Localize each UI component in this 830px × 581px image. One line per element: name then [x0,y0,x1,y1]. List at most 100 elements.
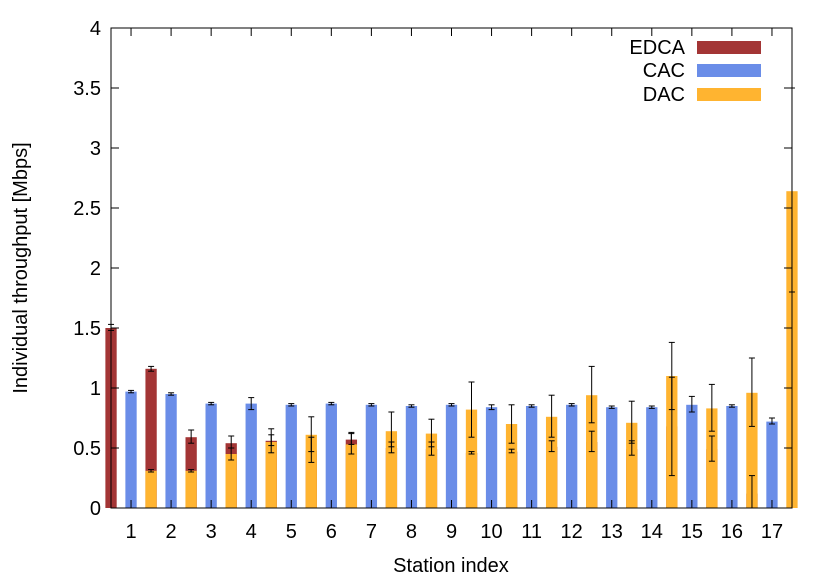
errorbar-dac-8 [428,418,435,448]
errorbar-cac-10 [488,404,495,411]
x-tick-label: 11 [521,521,542,543]
errorbar-dac-1 [148,469,155,473]
y-tick-label: 0.5 [73,438,101,460]
errorbar-cac-2 [168,392,175,396]
bar-cac-8 [405,406,418,508]
bar-cac-6 [325,403,337,508]
errorbar-cac-17 [768,417,775,425]
x-tick-label: 6 [326,521,337,543]
errorbar-dac-10 [508,404,515,444]
x-tick-label: 3 [206,521,217,543]
x-tick-label: 12 [561,521,583,543]
bar-dac-8 [425,433,438,508]
errorbar-dac-5 [308,416,315,453]
errorbar-dac-12 [588,365,595,424]
errorbar-cac-13 [608,405,615,409]
axis-ticks: 00.511.522.533.541 2 3 4 5 6 7 8 9 10 11 12 13 14 15 16… [73,18,792,543]
y-axis-title: Individual throughput [Mbps] [10,142,32,393]
bar-dac-6 [345,444,357,508]
y-tick-label: 2.5 [73,198,101,220]
legend-label-cac: CAC [643,60,685,82]
errorbar-edca-3 [188,429,195,444]
errorbar-cac-3 [208,401,215,406]
bar-cac-17 [766,421,778,508]
errorbar-edca-11 [508,448,515,454]
bar-cac-1 [125,391,137,508]
x-tick-label: 4 [246,521,257,543]
y-tick-label: 1 [90,378,101,400]
y-tick-label: 0 [90,498,101,520]
errorbar-cac-5 [288,403,295,407]
bar-cac-5 [285,404,297,508]
x-tick-label: 17 [761,521,783,543]
errorbar-dac-9 [468,381,475,438]
bar-edca-2 [145,368,157,508]
y-tick-label: 2 [90,258,101,280]
errorbar-cac-12 [568,403,575,407]
bar-dac-3 [225,454,237,508]
errorbar-dac-14 [668,341,675,411]
bar-cac-2 [165,394,177,508]
legend-swatch-edca [697,41,761,54]
errorbar-edca-16 [708,435,715,462]
legend-label-dac: DAC [643,84,685,106]
x-tick-label: 9 [446,521,457,543]
bar-dac-1 [145,470,157,508]
bars [105,191,798,508]
errorbar-cac-1 [128,389,135,394]
bar-cac-14 [646,407,658,508]
bar-dac-10 [505,424,518,508]
y-tick-label: 1.5 [73,318,101,340]
y-tick-label: 3 [90,138,101,160]
x-tick-label: 10 [480,521,502,543]
x-tick-label: 15 [681,521,703,543]
errorbar-cac-16 [728,404,735,408]
x-tick-label: 8 [406,521,417,543]
errorbar-dac-15 [708,383,715,432]
legend-swatch-cac [697,64,761,77]
errorbar-cac-15 [688,395,695,413]
y-tick-label: 4 [90,18,101,40]
errorbar-cac-4 [248,397,255,411]
bar-dac-5 [305,434,317,508]
errorbar-cac-14 [648,405,655,409]
bar-dac-4 [265,442,277,508]
bar-dac-16 [746,392,758,508]
x-tick-label: 16 [721,521,743,543]
bar-cac-12 [566,404,578,508]
x-tick-label: 14 [641,521,663,543]
errorbar-edca-13 [588,430,595,453]
bar-dac-11 [545,416,558,508]
bar-cac-10 [485,407,498,508]
errorbar-edca-10 [468,451,475,455]
errorbar-cac-6 [328,401,335,406]
bar-dac-2 [185,470,197,508]
errorbar-edca-2 [148,365,155,372]
errorbar-edca-12 [548,440,555,453]
x-tick-label: 13 [601,521,623,543]
errorbar-cac-11 [528,404,535,408]
x-axis-title: Station index [393,555,509,577]
errorbar-cac-7 [368,403,375,407]
errorbar-cac-8 [408,404,415,408]
errorbar-dac-13 [628,400,635,444]
bar-dac-13 [626,422,638,508]
x-tick-label: 7 [366,521,377,543]
bar-cac-4 [245,403,257,508]
bar-cac-3 [205,403,217,508]
bar-dac-9 [465,409,478,508]
legend-swatch-dac [697,88,761,101]
errorbar-dac-16 [748,357,755,427]
errorbar-dac-7 [388,411,395,448]
bar-cac-9 [445,404,458,508]
y-tick-label: 3.5 [73,78,101,100]
errorbar-cac-9 [448,403,455,407]
bar-cac-16 [726,406,738,508]
errorbar-dac-4 [268,428,275,454]
bar-cac-13 [606,407,618,508]
legend-label-edca: EDCA [629,37,685,59]
x-tick-label: 2 [166,521,177,543]
errorbar-dac-11 [548,394,555,438]
